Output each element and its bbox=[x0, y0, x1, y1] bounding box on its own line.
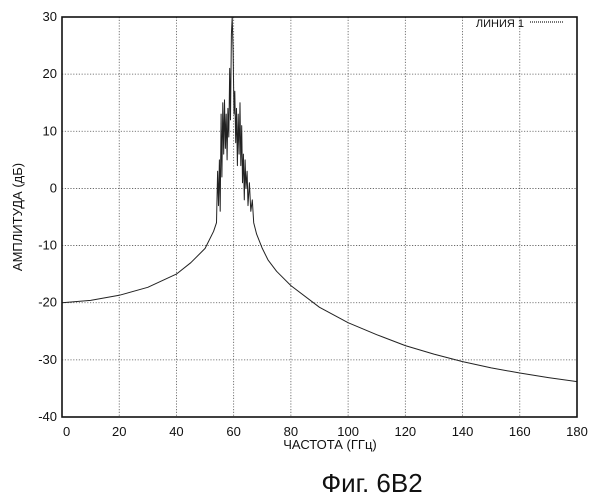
grid-lines bbox=[62, 17, 577, 417]
x-tick-label: 140 bbox=[452, 424, 474, 439]
x-tick-label: 120 bbox=[394, 424, 416, 439]
y-tick-label: -30 bbox=[38, 352, 57, 367]
x-tick-label: 160 bbox=[509, 424, 531, 439]
x-tick-label: 180 bbox=[566, 424, 588, 439]
figure-caption: Фиг. 6В2 bbox=[321, 468, 422, 498]
y-tick-label: -20 bbox=[38, 295, 57, 310]
y-tick-label: -10 bbox=[38, 238, 57, 253]
y-tick-label: -40 bbox=[38, 409, 57, 424]
series-line-1 bbox=[62, 17, 577, 382]
y-tick-label: 20 bbox=[43, 66, 57, 81]
y-axis-title: АМПЛИТУДА (дБ) bbox=[10, 163, 25, 271]
x-axis-title: ЧАСТОТА (ГГц) bbox=[283, 437, 376, 452]
x-tick-label: 40 bbox=[169, 424, 183, 439]
tick-labels: 0204060801001201401601803020100-10-20-30… bbox=[38, 9, 588, 439]
legend: ЛИНИЯ 1 bbox=[476, 18, 564, 30]
plot-frame bbox=[62, 17, 577, 417]
x-tick-label: 20 bbox=[112, 424, 126, 439]
y-tick-label: 0 bbox=[50, 180, 57, 195]
x-tick-label: 0 bbox=[63, 424, 70, 439]
x-tick-label: 60 bbox=[226, 424, 240, 439]
legend-label-1: ЛИНИЯ 1 bbox=[476, 18, 524, 30]
y-tick-label: 10 bbox=[43, 123, 57, 138]
y-tick-label: 30 bbox=[43, 9, 57, 24]
